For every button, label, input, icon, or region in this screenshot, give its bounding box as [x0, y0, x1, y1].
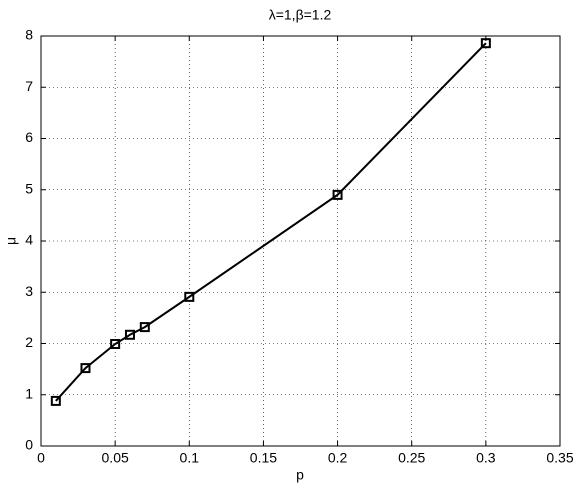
x-tick-label: 0: [37, 450, 45, 466]
y-tick-label: 3: [25, 283, 33, 299]
marker: [50, 395, 61, 406]
y-tick-label: 1: [25, 385, 33, 401]
x-tick-label: 0.05: [102, 450, 129, 466]
x-tick-label: 0.25: [398, 450, 425, 466]
y-tick-label: 2: [25, 334, 33, 350]
y-tick-label: 8: [25, 27, 33, 43]
x-axis-label: p: [296, 467, 304, 483]
plot-frame: [40, 35, 561, 447]
y-tick-label: 4: [25, 232, 33, 248]
x-tick-label: 0.35: [546, 450, 573, 466]
y-tick-label: 5: [25, 180, 33, 196]
chart-title: λ=1,β=1.2: [269, 7, 332, 23]
marker: [332, 189, 343, 200]
y-axis-label: μ: [3, 237, 19, 245]
y-tick-label: 6: [25, 129, 33, 145]
marker: [184, 291, 195, 302]
y-tick-label: 0: [25, 437, 33, 453]
x-tick-label: 0.1: [180, 450, 200, 466]
marker: [124, 329, 135, 340]
marker: [480, 38, 491, 49]
marker: [110, 339, 121, 350]
marker: [80, 363, 91, 374]
line: [55, 42, 487, 402]
x-tick-label: 0.2: [328, 450, 348, 466]
x-tick-label: 0.15: [250, 450, 277, 466]
x-tick-label: 0.3: [476, 450, 496, 466]
y-tick-label: 7: [25, 78, 33, 94]
marker: [139, 322, 150, 333]
